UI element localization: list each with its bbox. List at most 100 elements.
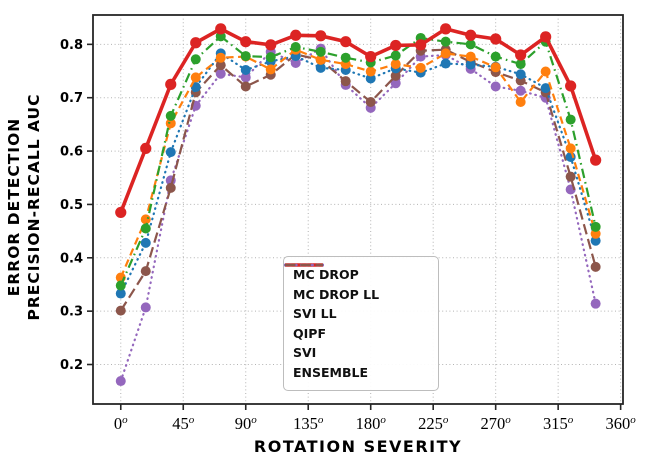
x-tick-label: 90o <box>235 414 257 433</box>
series-marker-mc-drop-ll <box>140 214 151 225</box>
series-marker-ensemble <box>115 305 126 316</box>
legend-label-mc-drop: MC DROP <box>293 267 359 283</box>
series-marker-qipf <box>165 78 177 90</box>
series-marker-svi-ll <box>440 36 451 47</box>
series-marker-qipf <box>265 39 277 51</box>
x-tick-label: 270o <box>481 414 512 433</box>
series-marker-ensemble <box>565 171 576 182</box>
series-marker-mc-drop-ll <box>365 66 376 77</box>
series-marker-mc-drop-ll <box>540 66 551 77</box>
x-tick-label: 360o <box>606 414 637 433</box>
series-marker-svi-ll <box>315 46 326 57</box>
series-marker-mc-drop <box>165 147 176 158</box>
series-marker-qipf <box>390 39 402 52</box>
series-marker-mc-drop <box>590 235 601 246</box>
y-tick-label: 0.8 <box>60 38 83 53</box>
series-marker-qipf <box>290 29 302 41</box>
series-marker-svi-ll <box>590 221 601 232</box>
series-marker-svi <box>590 298 601 309</box>
series-marker-svi <box>290 58 301 69</box>
series-marker-qipf <box>115 206 127 219</box>
series-marker-mc-drop-ll <box>215 52 226 63</box>
x-tick-label: 135o <box>293 414 324 433</box>
series-marker-qipf <box>415 39 427 51</box>
x-tick-label: 45o <box>172 414 195 433</box>
y-tick-label: 0.5 <box>60 198 83 213</box>
series-marker-mc-drop-ll <box>165 118 176 129</box>
legend-item-ensemble: ENSEMBLE <box>285 263 428 383</box>
legend-item-svi: SVI <box>284 263 428 363</box>
y-tick-label: 0.6 <box>60 145 83 160</box>
series-marker-svi-ll <box>515 59 526 70</box>
legend-label-svi: SVI <box>293 345 317 361</box>
series-marker-ensemble <box>365 96 376 107</box>
series-marker-mc-drop <box>365 73 376 84</box>
legend-label-svi-ll: SVI LL <box>293 306 337 322</box>
y-axis-label: ERROR DETECTION PRECISION-RECALL AUC <box>4 93 44 320</box>
series-marker-mc-drop-ll <box>265 64 276 75</box>
plot-border <box>92 14 624 405</box>
series-marker-svi <box>515 85 526 96</box>
series-marker-ensemble <box>215 60 226 71</box>
series-marker-mc-drop <box>440 58 451 69</box>
series-marker-mc-drop-ll <box>390 59 401 70</box>
series-marker-mc-drop-ll <box>190 72 201 83</box>
series-marker-ensemble <box>390 70 401 81</box>
x-tick-label: 0o <box>114 414 128 433</box>
series-marker-svi-ll <box>165 110 176 121</box>
series-marker-mc-drop <box>515 69 526 80</box>
y-tick-label: 0.4 <box>60 251 83 266</box>
series-marker-mc-drop-ll <box>565 143 576 154</box>
legend-label-qipf: QIPF <box>293 325 326 341</box>
x-tick-label: 180o <box>356 414 387 433</box>
series-marker-ensemble <box>240 81 251 92</box>
y-axis-label-line1: ERROR DETECTION <box>4 117 23 297</box>
series-line-mc-drop-ll <box>119 48 597 278</box>
series-marker-mc-drop <box>465 59 476 70</box>
series-marker-mc-drop <box>240 64 251 75</box>
series-marker-qipf <box>465 29 477 41</box>
series-marker-svi-ll <box>390 50 401 61</box>
series-marker-mc-drop-ll <box>490 62 501 73</box>
series-marker-qipf <box>590 154 602 166</box>
series-marker-svi-ll <box>490 51 501 62</box>
series-marker-qipf <box>565 80 577 92</box>
legend: MC DROP MC DROP LL SVI LL QIPF SVI ENSEMBLE <box>283 256 439 391</box>
series-marker-qipf <box>440 23 452 35</box>
series-marker-svi <box>140 302 151 313</box>
series-marker-svi-ll <box>290 42 301 53</box>
x-tick-label: 315o <box>543 414 574 433</box>
series-marker-svi <box>240 72 251 83</box>
y-tick-label: 0.7 <box>60 91 83 106</box>
series-marker-qipf <box>240 36 252 48</box>
series-marker-svi-ll <box>140 223 151 234</box>
series-marker-qipf <box>190 37 202 49</box>
series-marker-qipf <box>490 33 502 45</box>
series-marker-svi-ll <box>240 51 251 62</box>
series-marker-mc-drop <box>140 237 151 248</box>
x-tick-label: 225o <box>418 414 449 433</box>
series-line-svi <box>119 47 597 383</box>
y-axis-label-line2: PRECISION-RECALL AUC <box>25 93 43 321</box>
series-marker-svi-ll <box>115 280 126 291</box>
legend-item-qipf: QIPF <box>285 263 428 344</box>
series-marker-svi-ll <box>265 52 276 63</box>
series-marker-qipf <box>515 49 527 61</box>
series-marker-qipf <box>215 23 227 35</box>
y-tick-label: 0.3 <box>60 305 83 320</box>
series-marker-qipf <box>340 36 352 48</box>
x-axis-label: ROTATION SEVERITY <box>253 437 463 456</box>
series-marker-svi-ll <box>565 114 576 125</box>
series-marker-svi <box>490 81 501 92</box>
series-marker-mc-drop <box>315 62 326 73</box>
series-marker-svi-ll <box>465 39 476 50</box>
series-marker-mc-drop-ll <box>415 62 426 73</box>
series-marker-ensemble <box>140 266 151 277</box>
series-marker-qipf <box>365 51 377 63</box>
series-marker-mc-drop-ll <box>440 48 451 59</box>
series-marker-svi-ll <box>190 54 201 65</box>
legend-label-mc-drop-ll: MC DROP LL <box>293 286 380 302</box>
series-marker-mc-drop <box>115 288 126 299</box>
series-marker-ensemble <box>165 182 176 193</box>
series-marker-mc-drop <box>190 82 201 93</box>
